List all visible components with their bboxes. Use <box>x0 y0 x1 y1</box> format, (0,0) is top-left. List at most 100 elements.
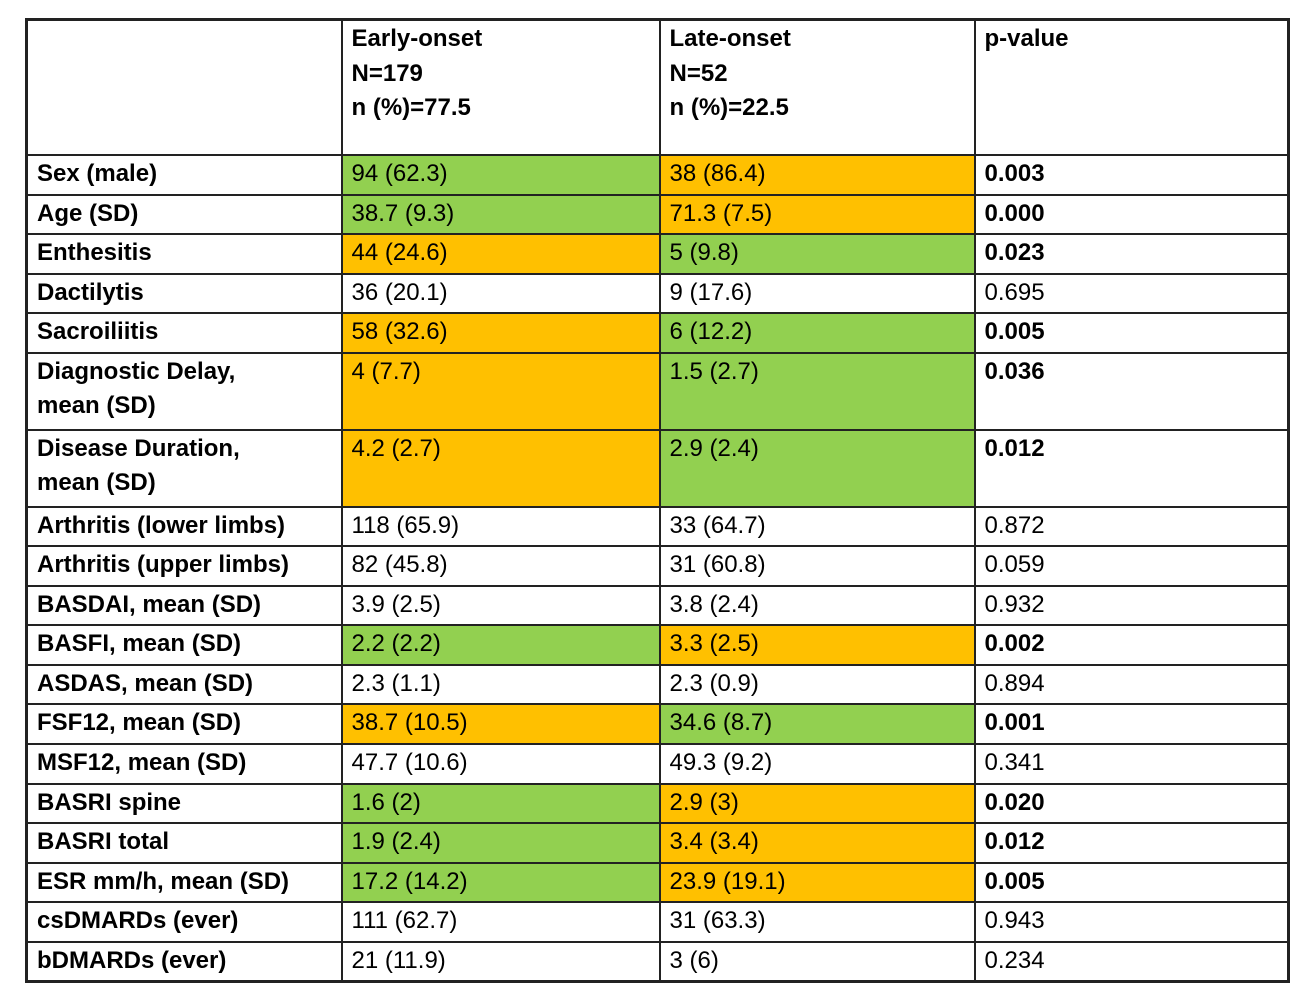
late-onset-value-cell: 5 (9.8) <box>658 233 976 275</box>
row-label-cell: FSF12, mean (SD) <box>25 703 343 746</box>
late-onset-value-cell: 23.9 (19.1) <box>658 861 976 904</box>
row-label-cell: ESR mm/h, mean (SD) <box>25 861 343 904</box>
late-onset-value-cell: 34.6 (8.7) <box>658 703 976 746</box>
p-value-cell: 0.020 <box>973 782 1290 825</box>
early-onset-value-cell: 94 (62.3) <box>340 154 661 196</box>
table-row: Arthritis (lower limbs) 118 (65.9) 33 (6… <box>25 505 1290 548</box>
p-value-cell: 0.005 <box>973 861 1290 904</box>
late-onset-value-cell: 3.4 (3.4) <box>658 822 976 864</box>
table-row: BASFI, mean (SD) 2.2 (2.2) 3.3 (2.5) 0.0… <box>25 624 1290 666</box>
table-row: bDMARDs (ever) 21 (11.9) 3 (6) 0.234 <box>25 940 1290 983</box>
early-onset-value-cell: 36 (20.1) <box>340 272 661 315</box>
late-onset-value-cell: 9 (17.6) <box>658 272 976 315</box>
row-label-cell: Sacroiliitis <box>25 312 343 354</box>
row-label-cell: Diagnostic Delay, mean (SD) <box>25 351 343 431</box>
early-onset-value-cell: 111 (62.7) <box>340 901 661 943</box>
row-label-cell: ASDAS, mean (SD) <box>25 663 343 706</box>
table-row: Arthritis (upper limbs) 82 (45.8) 31 (60… <box>25 545 1290 587</box>
early-onset-value-cell: 58 (32.6) <box>340 312 661 354</box>
late-onset-value-cell: 31 (63.3) <box>658 901 976 943</box>
late-onset-value-cell: 1.5 (2.7) <box>658 351 976 431</box>
early-onset-value-cell: 4 (7.7) <box>340 351 661 431</box>
p-value-cell: 0.000 <box>973 193 1290 236</box>
p-value-cell: 0.005 <box>973 312 1290 354</box>
p-value-cell: 0.012 <box>973 822 1290 864</box>
late-onset-value-cell: 2.9 (2.4) <box>658 428 976 508</box>
early-onset-value-cell: 1.6 (2) <box>340 782 661 825</box>
row-label-cell: BASRI spine <box>25 782 343 825</box>
row-label-cell: Dactilytis <box>25 272 343 315</box>
p-value-cell: 0.036 <box>973 351 1290 431</box>
header-empty-cell <box>25 18 343 156</box>
p-value-cell: 0.002 <box>973 624 1290 666</box>
table-row: MSF12, mean (SD) 47.7 (10.6) 49.3 (9.2) … <box>25 743 1290 785</box>
row-label-cell: BASFI, mean (SD) <box>25 624 343 666</box>
early-onset-value-cell: 38.7 (10.5) <box>340 703 661 746</box>
table-row: Diagnostic Delay, mean (SD) 4 (7.7) 1.5 … <box>25 351 1290 431</box>
table-row: ESR mm/h, mean (SD) 17.2 (14.2) 23.9 (19… <box>25 861 1290 904</box>
row-label-cell: Age (SD) <box>25 193 343 236</box>
table-row: ASDAS, mean (SD) 2.3 (1.1) 2.3 (0.9) 0.8… <box>25 663 1290 706</box>
early-onset-value-cell: 2.2 (2.2) <box>340 624 661 666</box>
header-p-value: p-value <box>973 18 1290 156</box>
late-onset-value-cell: 2.3 (0.9) <box>658 663 976 706</box>
late-onset-value-cell: 38 (86.4) <box>658 154 976 196</box>
table-row: BASRI spine 1.6 (2) 2.9 (3) 0.020 <box>25 782 1290 825</box>
early-onset-value-cell: 17.2 (14.2) <box>340 861 661 904</box>
early-onset-value-cell: 2.3 (1.1) <box>340 663 661 706</box>
table-row: Dactilytis 36 (20.1) 9 (17.6) 0.695 <box>25 272 1290 315</box>
p-value-cell: 0.932 <box>973 584 1290 627</box>
p-value-cell: 0.341 <box>973 743 1290 785</box>
table-row: BASRI total 1.9 (2.4) 3.4 (3.4) 0.012 <box>25 822 1290 864</box>
table-row: Sex (male) 94 (62.3) 38 (86.4) 0.003 <box>25 154 1290 196</box>
early-onset-value-cell: 47.7 (10.6) <box>340 743 661 785</box>
early-onset-value-cell: 82 (45.8) <box>340 545 661 587</box>
header-row: Early-onset N=179 n (%)=77.5 Late-onset … <box>25 18 1290 156</box>
early-onset-value-cell: 4.2 (2.7) <box>340 428 661 508</box>
early-onset-value-cell: 1.9 (2.4) <box>340 822 661 864</box>
late-onset-value-cell: 2.9 (3) <box>658 782 976 825</box>
row-label-cell: Disease Duration, mean (SD) <box>25 428 343 508</box>
row-label-cell: bDMARDs (ever) <box>25 940 343 983</box>
header-late-onset: Late-onset N=52 n (%)=22.5 <box>658 18 976 156</box>
row-label-cell: MSF12, mean (SD) <box>25 743 343 785</box>
p-value-cell: 0.001 <box>973 703 1290 746</box>
row-label-cell: Sex (male) <box>25 154 343 196</box>
table-row: Age (SD) 38.7 (9.3) 71.3 (7.5) 0.000 <box>25 193 1290 236</box>
p-value-cell: 0.943 <box>973 901 1290 943</box>
p-value-cell: 0.059 <box>973 545 1290 587</box>
late-onset-value-cell: 3.8 (2.4) <box>658 584 976 627</box>
late-onset-value-cell: 33 (64.7) <box>658 505 976 548</box>
early-onset-value-cell: 44 (24.6) <box>340 233 661 275</box>
p-value-cell: 0.023 <box>973 233 1290 275</box>
p-value-cell: 0.894 <box>973 663 1290 706</box>
late-onset-value-cell: 49.3 (9.2) <box>658 743 976 785</box>
late-onset-value-cell: 71.3 (7.5) <box>658 193 976 236</box>
p-value-cell: 0.695 <box>973 272 1290 315</box>
row-label-cell: Arthritis (lower limbs) <box>25 505 343 548</box>
early-onset-value-cell: 3.9 (2.5) <box>340 584 661 627</box>
table-row: BASDAI, mean (SD) 3.9 (2.5) 3.8 (2.4) 0.… <box>25 584 1290 627</box>
row-label-cell: BASRI total <box>25 822 343 864</box>
row-label-cell: Enthesitis <box>25 233 343 275</box>
early-onset-value-cell: 21 (11.9) <box>340 940 661 983</box>
row-label-cell: BASDAI, mean (SD) <box>25 584 343 627</box>
table-header: Early-onset N=179 n (%)=77.5 Late-onset … <box>25 18 1290 156</box>
table-row: Enthesitis 44 (24.6) 5 (9.8) 0.023 <box>25 233 1290 275</box>
p-value-cell: 0.003 <box>973 154 1290 196</box>
row-label-cell: Arthritis (upper limbs) <box>25 545 343 587</box>
header-early-onset: Early-onset N=179 n (%)=77.5 <box>340 18 661 156</box>
late-onset-value-cell: 3 (6) <box>658 940 976 983</box>
late-onset-value-cell: 3.3 (2.5) <box>658 624 976 666</box>
p-value-cell: 0.012 <box>973 428 1290 508</box>
table-body: Sex (male) 94 (62.3) 38 (86.4) 0.003 Age… <box>25 154 1290 983</box>
p-value-cell: 0.234 <box>973 940 1290 983</box>
table-row: csDMARDs (ever) 111 (62.7) 31 (63.3) 0.9… <box>25 901 1290 943</box>
table-row: Sacroiliitis 58 (32.6) 6 (12.2) 0.005 <box>25 312 1290 354</box>
late-onset-value-cell: 31 (60.8) <box>658 545 976 587</box>
table-row: Disease Duration, mean (SD) 4.2 (2.7) 2.… <box>25 428 1290 508</box>
p-value-cell: 0.872 <box>973 505 1290 548</box>
early-onset-value-cell: 38.7 (9.3) <box>340 193 661 236</box>
comparison-table-container: Early-onset N=179 n (%)=77.5 Late-onset … <box>25 18 1290 984</box>
late-onset-value-cell: 6 (12.2) <box>658 312 976 354</box>
